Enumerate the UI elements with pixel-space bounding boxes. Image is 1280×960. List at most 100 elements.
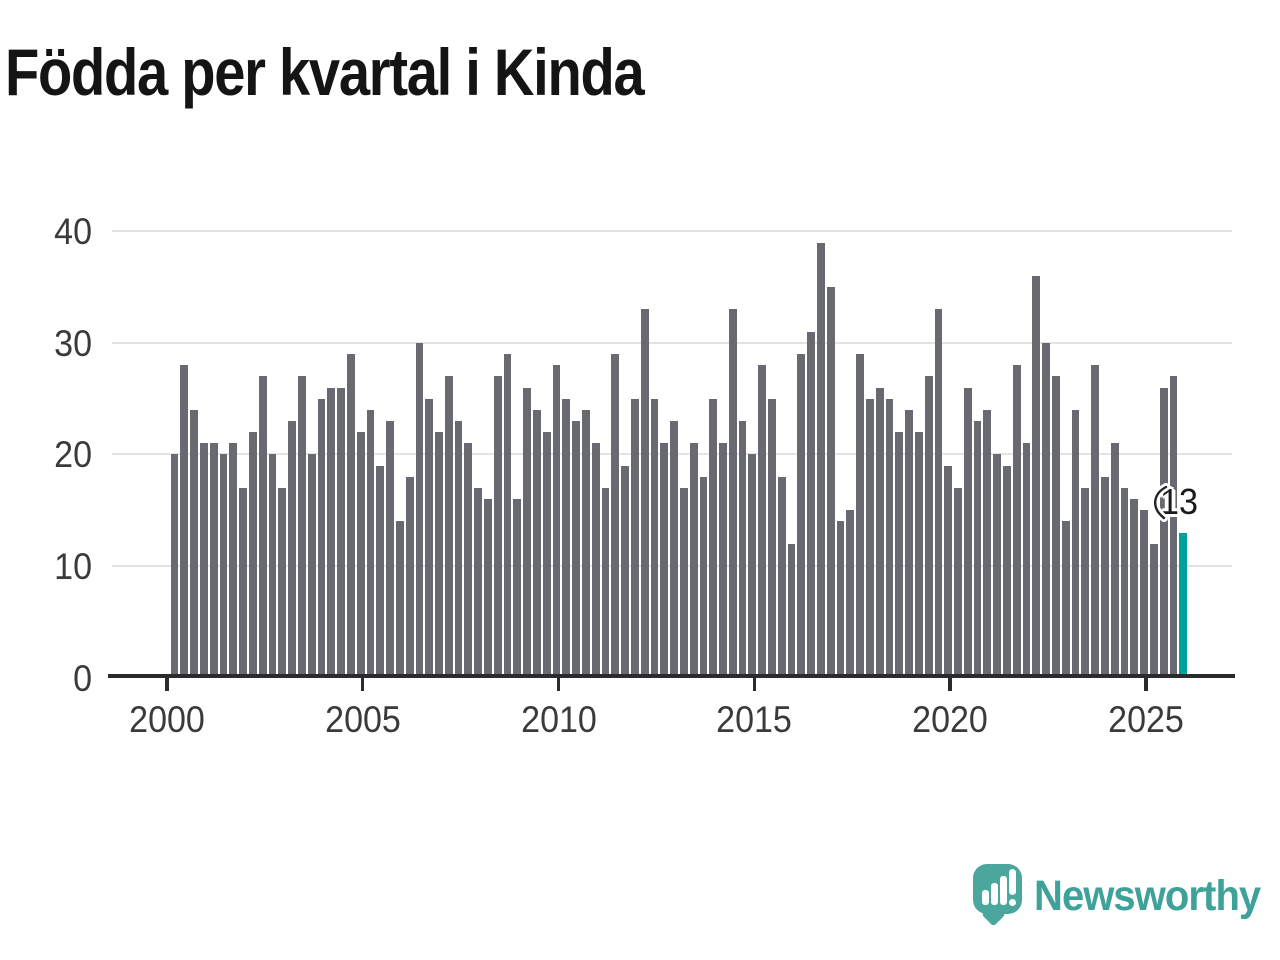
bar <box>190 409 199 678</box>
bar <box>581 409 590 678</box>
bar <box>777 476 786 678</box>
bar <box>288 421 296 678</box>
bar <box>787 543 796 678</box>
x-axis-tick <box>556 676 561 691</box>
bar <box>346 354 355 678</box>
bar <box>699 476 708 678</box>
bar <box>1032 276 1041 678</box>
bar <box>239 487 248 678</box>
bar <box>914 432 923 678</box>
x-axis-tick <box>948 676 952 691</box>
bar <box>1101 476 1109 678</box>
y-axis-tick-label: 30 <box>54 322 92 364</box>
bar <box>298 376 306 678</box>
bar <box>395 521 404 678</box>
bar <box>229 443 238 678</box>
x-axis-tick <box>1144 676 1148 691</box>
bar <box>493 376 502 678</box>
bar <box>875 387 884 678</box>
x-axis-tick <box>752 676 757 691</box>
bar <box>807 331 816 678</box>
bar <box>337 387 345 678</box>
bar <box>846 510 855 678</box>
bar <box>885 398 894 678</box>
bar <box>601 487 610 678</box>
bar <box>768 398 776 678</box>
bar <box>200 443 208 678</box>
bar <box>954 487 962 678</box>
x-axis-tick-label: 2005 <box>324 699 401 740</box>
bar <box>670 421 678 678</box>
x-axis-tick-label: 2010 <box>520 699 597 740</box>
bar <box>1052 376 1060 678</box>
bar <box>1091 365 1099 678</box>
logo-speech-bubble-icon <box>973 864 1022 927</box>
bar <box>1149 543 1158 678</box>
bar <box>533 409 541 678</box>
bar <box>748 454 757 678</box>
bar <box>425 398 434 678</box>
bar <box>1169 376 1178 678</box>
bar <box>307 454 316 678</box>
bar <box>689 443 698 678</box>
bar <box>650 398 659 678</box>
bar <box>679 487 688 678</box>
bar <box>552 365 561 678</box>
x-axis-tick-label: 2015 <box>716 699 793 740</box>
chart-title: Födda per kvartal i Kinda <box>5 35 645 109</box>
bar <box>513 499 522 678</box>
bar <box>170 454 179 678</box>
bar <box>1140 510 1148 678</box>
bar <box>415 342 424 678</box>
logo-exclamation-icon <box>1009 869 1016 895</box>
logo-bubble-tail <box>981 902 1006 927</box>
logo-wordmark: Newsworthy <box>1034 872 1261 920</box>
x-axis-tick-label: 2025 <box>1108 699 1184 740</box>
bar <box>444 376 453 678</box>
bar <box>728 309 737 678</box>
bar <box>993 454 1002 678</box>
bar <box>797 354 806 678</box>
bar <box>572 421 580 678</box>
bar <box>1159 387 1168 678</box>
bar <box>523 387 532 678</box>
x-axis-tick <box>165 676 169 691</box>
bar <box>738 421 747 678</box>
bar <box>1012 365 1021 678</box>
bar <box>366 409 375 678</box>
y-axis-tick-label: 0 <box>73 657 92 699</box>
bar <box>611 354 620 678</box>
bar <box>963 387 972 678</box>
bar <box>640 309 649 678</box>
bar <box>1120 487 1129 678</box>
x-axis-tick <box>360 676 365 691</box>
bar <box>1071 409 1080 678</box>
bar <box>826 287 835 678</box>
bar <box>1042 342 1051 678</box>
bar <box>591 443 600 678</box>
bar <box>1003 465 1011 678</box>
logo-chart-bar-icon <box>982 890 989 905</box>
bar <box>542 432 551 678</box>
bar <box>817 242 825 678</box>
bar <box>209 443 218 678</box>
bar <box>924 376 933 678</box>
bar <box>1022 443 1031 678</box>
bar <box>1081 487 1090 678</box>
x-axis-tick-label: 2000 <box>128 699 205 740</box>
logo-exclamation-dot-icon <box>1009 899 1016 906</box>
bar <box>278 487 287 678</box>
bar <box>934 309 943 678</box>
bar <box>1061 521 1070 678</box>
logo-chart-bar-icon <box>1000 876 1007 905</box>
bar <box>474 487 483 678</box>
bar <box>856 354 864 678</box>
bar <box>973 421 982 678</box>
bar <box>219 454 228 678</box>
y-axis-tick-label: 40 <box>54 211 92 253</box>
bar <box>905 409 913 678</box>
bar <box>258 376 267 678</box>
bar <box>317 398 326 678</box>
x-axis-line <box>108 674 1235 678</box>
